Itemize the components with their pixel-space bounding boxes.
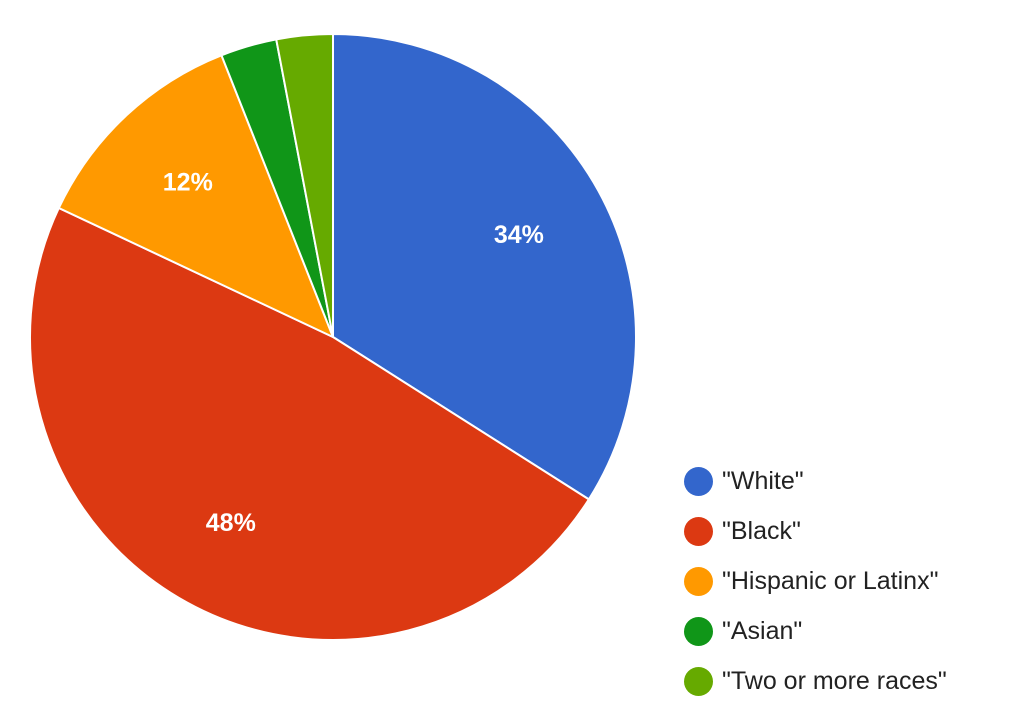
legend-swatch [684,566,713,596]
pie-slice-hispanic-or-latinx [57,53,335,339]
slice-label-hispanic-or-latinx: 12% [163,168,213,196]
legend-swatch [684,516,713,546]
pie-slice-two-or-more-races [275,32,334,338]
legend-item-two-or-more-races: "Two or more races" [684,656,947,706]
legend-label: "Black" [722,516,801,545]
legend-label: "Two or more races" [722,666,947,695]
legend-item-white: "White" [684,456,947,506]
legend-swatch [684,666,713,696]
legend-swatch [684,466,713,496]
pie-slice-labels: 34% 48% 12% [163,168,544,536]
pie-slice-black [29,206,591,641]
pie-slice-white [332,32,637,501]
slice-label-white: 34% [494,221,544,249]
legend-item-asian: "Asian" [684,606,947,656]
pie-slices [29,32,637,641]
legend: "White" "Black" "Hispanic or Latinx" "Asian… [684,456,947,706]
legend-item-hispanic-or-latinx: "Hispanic or Latinx" [684,556,947,606]
legend-label: "Hispanic or Latinx" [722,566,939,595]
legend-item-black: "Black" [684,506,947,556]
legend-label: "Asian" [722,616,803,645]
legend-label: "White" [722,466,804,495]
legend-swatch [684,616,713,646]
slice-label-black: 48% [206,509,256,537]
